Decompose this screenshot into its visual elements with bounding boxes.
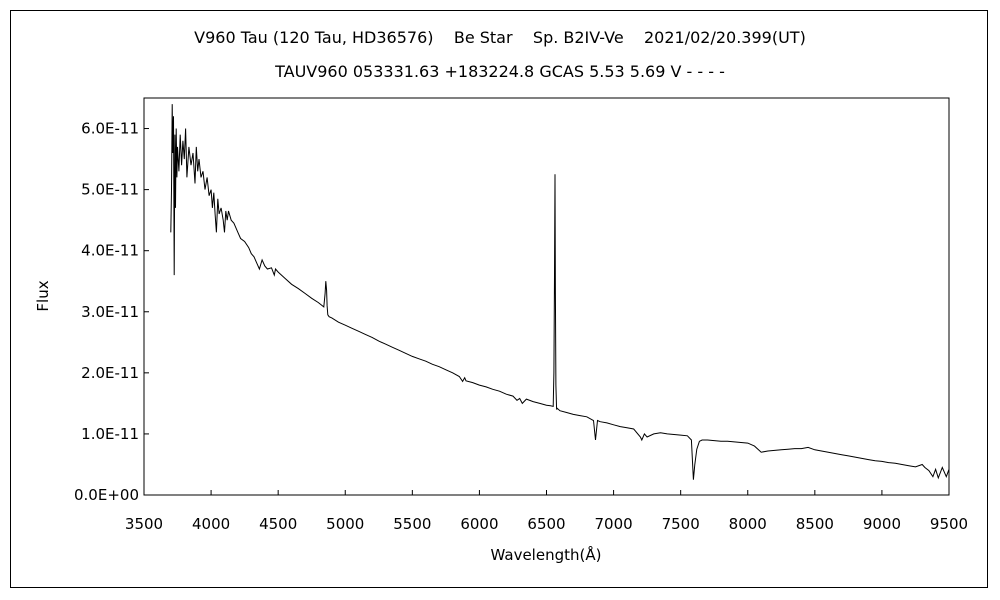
x-tick-label: 7000: [594, 515, 632, 533]
x-tick-label: 5000: [326, 515, 364, 533]
x-axis-label: Wavelength(Å): [491, 545, 602, 564]
y-tick-label: 1.0E-11: [81, 425, 139, 443]
y-axis-label: Flux: [34, 280, 52, 311]
y-tick-label: 6.0E-11: [81, 120, 139, 138]
x-tick-label: 5500: [393, 515, 431, 533]
x-tick-label: 3500: [125, 515, 163, 533]
x-tick-label: 6500: [527, 515, 565, 533]
x-tick-label: 4500: [259, 515, 297, 533]
spectrum-line: [170, 104, 950, 480]
y-tick-label: 5.0E-11: [81, 181, 139, 199]
x-tick-label: 7500: [662, 515, 700, 533]
y-tick-label: 0.0E+00: [74, 486, 139, 504]
x-tick-label: 9500: [930, 515, 968, 533]
y-tick-label: 4.0E-11: [81, 242, 139, 260]
x-tick-label: 9000: [863, 515, 901, 533]
y-tick-label: 3.0E-11: [81, 303, 139, 321]
chart-title: V960 Tau (120 Tau, HD36576) Be Star Sp. …: [194, 28, 806, 47]
y-tick-label: 2.0E-11: [81, 364, 139, 382]
x-tick-label: 8000: [729, 515, 767, 533]
chart-frame: [10, 10, 988, 588]
x-tick-label: 6000: [460, 515, 498, 533]
x-tick-label: 4000: [192, 515, 230, 533]
chart-subtitle: TAUV960 053331.63 +183224.8 GCAS 5.53 5.…: [275, 62, 725, 81]
x-tick-label: 8500: [796, 515, 834, 533]
plot-area: [143, 97, 950, 496]
